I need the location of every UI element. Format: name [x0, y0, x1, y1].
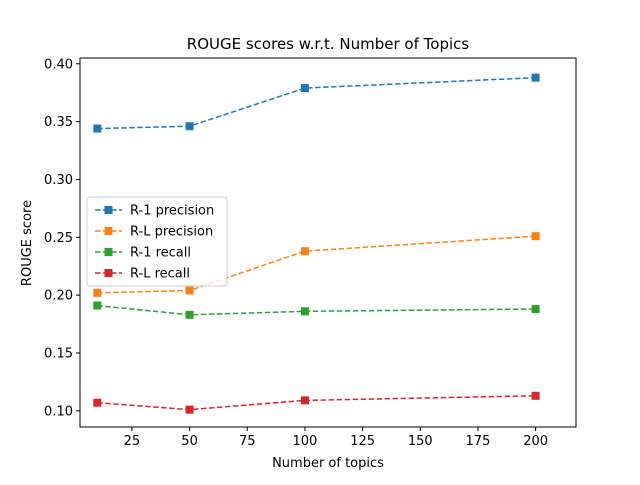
x-tick-label: 25: [124, 434, 141, 449]
y-tick-label: 0.10: [44, 404, 73, 419]
data-point-r-l-precision: [300, 247, 309, 256]
series-line-r-1-recall: [97, 304, 536, 316]
legend-marker: [104, 227, 113, 235]
y-tick-label: 0.20: [44, 289, 73, 304]
series-line-r-1-precision: [97, 76, 536, 130]
x-tick-label: 125: [350, 434, 375, 449]
plot-area-frame: [79, 57, 577, 428]
data-point-r-1-precision: [531, 73, 540, 82]
series-line-r-l-recall: [97, 395, 536, 411]
data-point-r-l-recall: [300, 396, 309, 405]
legend-label: R-L recall: [130, 267, 190, 282]
data-point-r-1-recall: [531, 305, 540, 314]
data-point-r-l-recall: [531, 391, 540, 400]
x-tick-label: 50: [181, 434, 198, 449]
y-tick-label: 0.15: [44, 346, 73, 361]
data-point-r-l-recall: [185, 405, 194, 414]
legend-frame: [86, 196, 228, 287]
y-tick-label: 0.25: [44, 231, 73, 246]
data-point-r-1-recall: [93, 301, 102, 310]
legend: R-1 precision R-L precision R-1 recall R-L …: [86, 196, 228, 287]
legend-marker: [104, 248, 113, 256]
data-point-r-1-recall: [300, 307, 309, 316]
data-point-r-1-precision: [185, 122, 194, 131]
y-axis-label: ROUGE score: [20, 200, 35, 286]
series-line-r-l-precision: [97, 235, 536, 294]
data-point-r-l-precision: [185, 286, 194, 295]
x-tick-label: 100: [293, 434, 318, 449]
legend-marker: [104, 206, 113, 214]
chart-title: ROUGE scores w.r.t. Number of Topics: [187, 35, 470, 53]
y-tick-label: 0.40: [44, 57, 73, 72]
x-tick-label: 150: [408, 434, 433, 449]
legend-label: R-1 precision: [130, 204, 214, 219]
legend-label: R-1 recall: [130, 246, 191, 261]
data-point-r-1-precision: [300, 84, 309, 93]
y-tick-label: 0.30: [44, 173, 73, 188]
data-point-r-1-recall: [185, 310, 194, 319]
legend-marker: [104, 269, 113, 277]
x-tick-label: 75: [239, 434, 256, 449]
x-axis-label: Number of topics: [272, 456, 384, 471]
data-point-r-1-precision: [93, 124, 102, 133]
data-point-r-l-precision: [531, 232, 540, 241]
x-tick-label: 200: [523, 434, 548, 449]
y-tick-label: 0.35: [44, 115, 73, 130]
x-tick-label: 175: [466, 434, 491, 449]
legend-label: R-L precision: [130, 225, 213, 240]
data-point-r-l-recall: [93, 398, 102, 407]
data-point-r-l-precision: [93, 288, 102, 297]
